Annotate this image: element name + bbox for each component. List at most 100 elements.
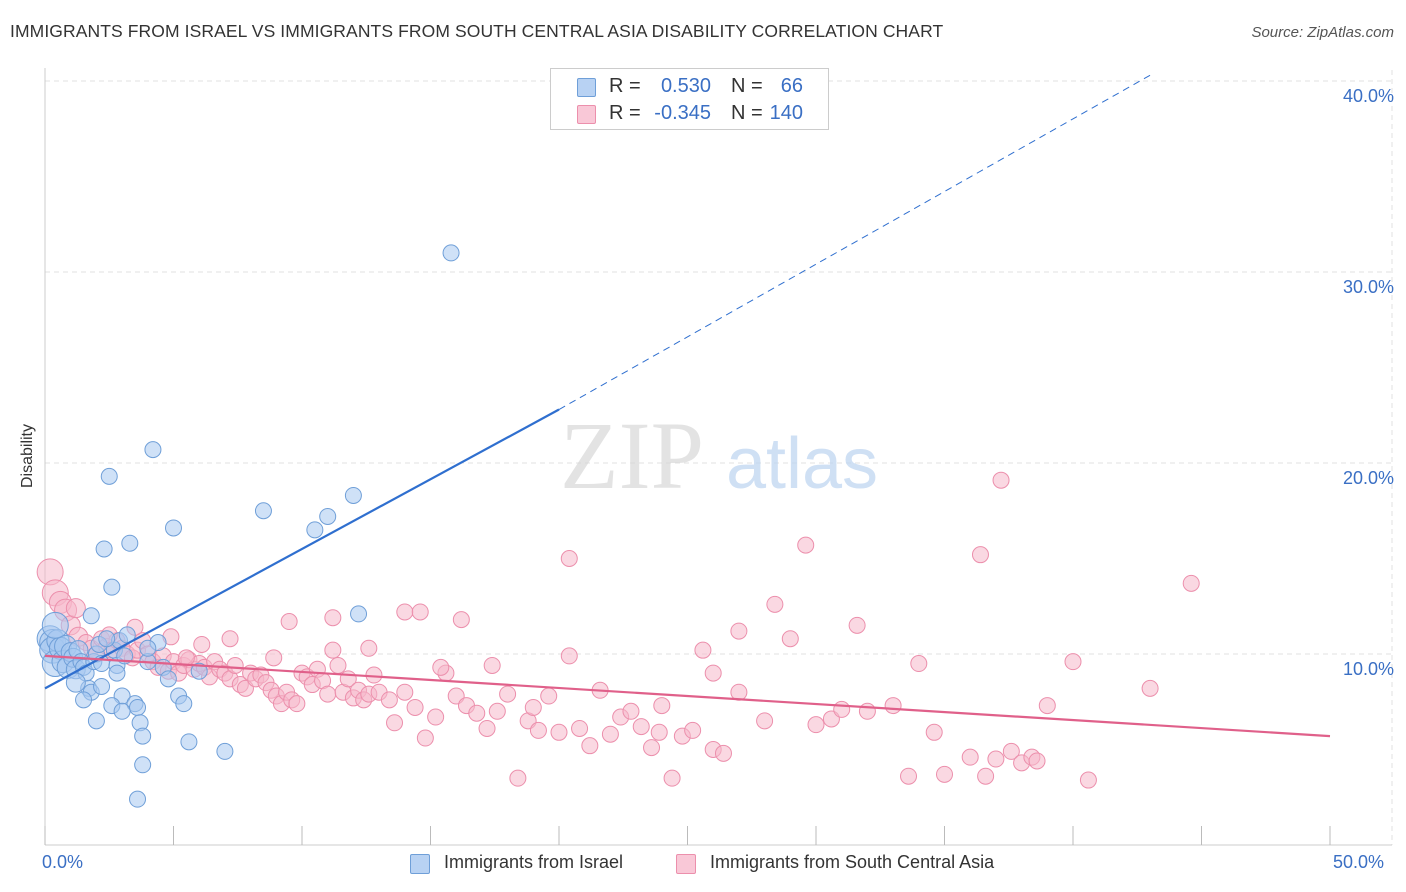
data-point [509, 769, 527, 787]
y-tick-label-10: 10.0% [1342, 659, 1394, 679]
data-point [360, 639, 378, 657]
data-point [265, 649, 283, 667]
data-point [129, 698, 147, 716]
y-tick-label-40: 40.0% [1342, 86, 1394, 106]
r-label: R = [609, 102, 641, 124]
legend-swatch-sca [577, 105, 596, 124]
data-point [98, 630, 116, 648]
data-point [254, 502, 272, 520]
data-point [226, 656, 244, 674]
data-point [319, 507, 337, 525]
data-point [1064, 653, 1082, 671]
data-point [766, 595, 784, 613]
series-legend: Immigrants from Israel Immigrants from S… [0, 852, 1406, 878]
chart-title: IMMIGRANTS FROM ISRAEL VS IMMIGRANTS FRO… [10, 21, 944, 41]
n-value: 66 [780, 75, 803, 97]
data-point [406, 698, 424, 716]
data-point [529, 721, 547, 739]
x-tick-label-min: 0.0% [42, 852, 84, 872]
data-point [714, 744, 732, 762]
data-point [884, 697, 902, 715]
data-point [560, 550, 578, 567]
trend-line-israel [44, 408, 560, 690]
data-point [324, 641, 342, 659]
data-point [95, 540, 113, 558]
data-point [1038, 697, 1056, 715]
data-point [396, 603, 414, 621]
data-point [900, 767, 918, 785]
data-point [550, 723, 568, 741]
data-point [478, 719, 496, 737]
data-point [221, 630, 239, 648]
data-point [650, 723, 668, 741]
series-israel-points [36, 244, 460, 808]
data-point [75, 691, 93, 709]
data-point [663, 769, 681, 787]
data-point [756, 712, 774, 730]
data-point [925, 723, 943, 741]
series-sca-points [36, 471, 1200, 789]
data-point [100, 467, 118, 485]
data-point [165, 519, 182, 537]
legend-swatch-israel [577, 78, 596, 97]
data-point [129, 790, 147, 808]
r-value: -0.345 [654, 102, 711, 124]
data-point [87, 712, 105, 730]
data-point [524, 698, 542, 716]
data-point [396, 683, 414, 701]
data-point [190, 662, 208, 680]
n-label: N = [731, 102, 763, 124]
data-point [103, 578, 121, 596]
data-point [329, 656, 347, 674]
n-label: N = [731, 75, 763, 97]
data-point [581, 737, 599, 755]
data-point [833, 700, 851, 718]
data-point [288, 695, 306, 713]
data-point [571, 719, 589, 737]
r-value: 0.530 [660, 75, 711, 97]
data-point [134, 727, 152, 745]
data-point [319, 685, 337, 703]
data-point [1141, 679, 1159, 697]
data-point [216, 742, 234, 760]
data-point [730, 622, 748, 640]
legend-swatch-israel [410, 854, 430, 874]
data-point [1182, 574, 1200, 592]
y-tick-label-20: 20.0% [1342, 468, 1394, 488]
data-point [643, 739, 661, 757]
data-point [452, 611, 470, 629]
axis-layer [44, 68, 1392, 846]
data-point [121, 534, 139, 552]
data-point [684, 721, 702, 739]
data-point [193, 635, 211, 653]
data-point [306, 521, 324, 539]
data-point [622, 702, 640, 720]
n-value: 140 [769, 102, 803, 124]
data-point [1079, 771, 1097, 789]
data-point [108, 664, 126, 682]
data-point [144, 441, 162, 459]
data-point [483, 656, 501, 674]
trend-lines [44, 74, 1331, 738]
data-point [380, 691, 398, 709]
data-point [344, 486, 362, 504]
data-point [488, 702, 506, 720]
trend-line-sca [44, 654, 1331, 738]
data-point [432, 658, 450, 676]
data-point [910, 655, 928, 673]
data-point [139, 639, 157, 657]
legend-label-sca: Immigrants from South Central Asia [710, 852, 995, 872]
data-point [113, 702, 131, 720]
data-point [159, 670, 177, 688]
data-point [416, 729, 434, 747]
data-point [82, 607, 100, 625]
data-point [632, 718, 650, 736]
data-point [807, 716, 825, 734]
data-point [427, 708, 445, 726]
x-tick-label-max: 50.0% [1333, 852, 1385, 872]
data-point [134, 756, 152, 774]
data-point [540, 687, 558, 705]
data-point [858, 702, 876, 720]
data-point [499, 685, 517, 703]
